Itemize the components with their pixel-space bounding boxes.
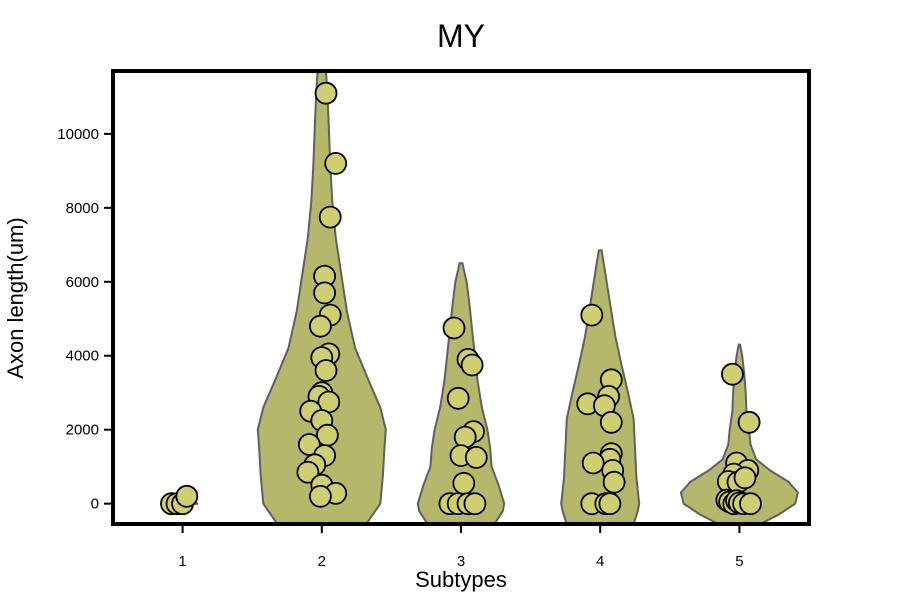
chart-title: MY [437,18,485,54]
data-point-4-50 [602,470,626,494]
x-tick-label: 3 [457,553,465,570]
x-tick-label: 4 [596,553,604,570]
data-point-1-3 [175,484,199,508]
violin-5 [679,343,799,524]
y-tick-label: 2000 [66,422,99,439]
data-point-2-13 [314,359,338,382]
data-point-3-27 [442,316,466,340]
y-tick-label: 6000 [66,274,99,291]
y-axis-label: Axon length(um) [3,217,28,378]
y-axis-ticks: 0 2000 4000 6000 8000 10000 [57,126,113,513]
data-point-5-55 [737,410,761,434]
data-point-2-5 [324,151,348,175]
data-point-3-30 [446,386,470,410]
y-tick-label: 4000 [66,348,99,365]
y-tick-label: 10000 [57,126,99,143]
data-point-2-4 [314,81,338,105]
data-point-2-26 [308,484,332,508]
x-tick-label: 5 [735,553,743,570]
data-point-3-34 [464,445,488,469]
data-point-5-61 [733,466,757,490]
violin-4 [560,249,641,524]
data-point-2-8 [313,281,337,305]
data-point-4-40 [580,303,604,327]
y-tick-label: 8000 [66,200,99,217]
data-point-4-45 [599,410,623,434]
x-tick-label: 1 [178,553,186,570]
x-tick-label: 2 [318,553,326,570]
data-point-4-53 [598,492,622,516]
data-point-5-54 [721,362,744,386]
x-axis-label: Subtypes [415,567,507,592]
x-axis-ticks: 1 2 3 4 5 [178,524,744,570]
data-point-2-23 [296,460,320,484]
data-point-4-48 [581,451,605,475]
points-layer [160,81,762,516]
y-tick-label: 0 [91,496,99,513]
data-point-3-29 [460,353,484,377]
data-point-3-32 [453,425,477,449]
data-point-2-6 [318,205,342,229]
data-point-5-68 [739,492,762,516]
data-point-3-35 [452,471,476,495]
data-point-3-39 [463,492,487,516]
data-point-2-10 [308,314,332,338]
